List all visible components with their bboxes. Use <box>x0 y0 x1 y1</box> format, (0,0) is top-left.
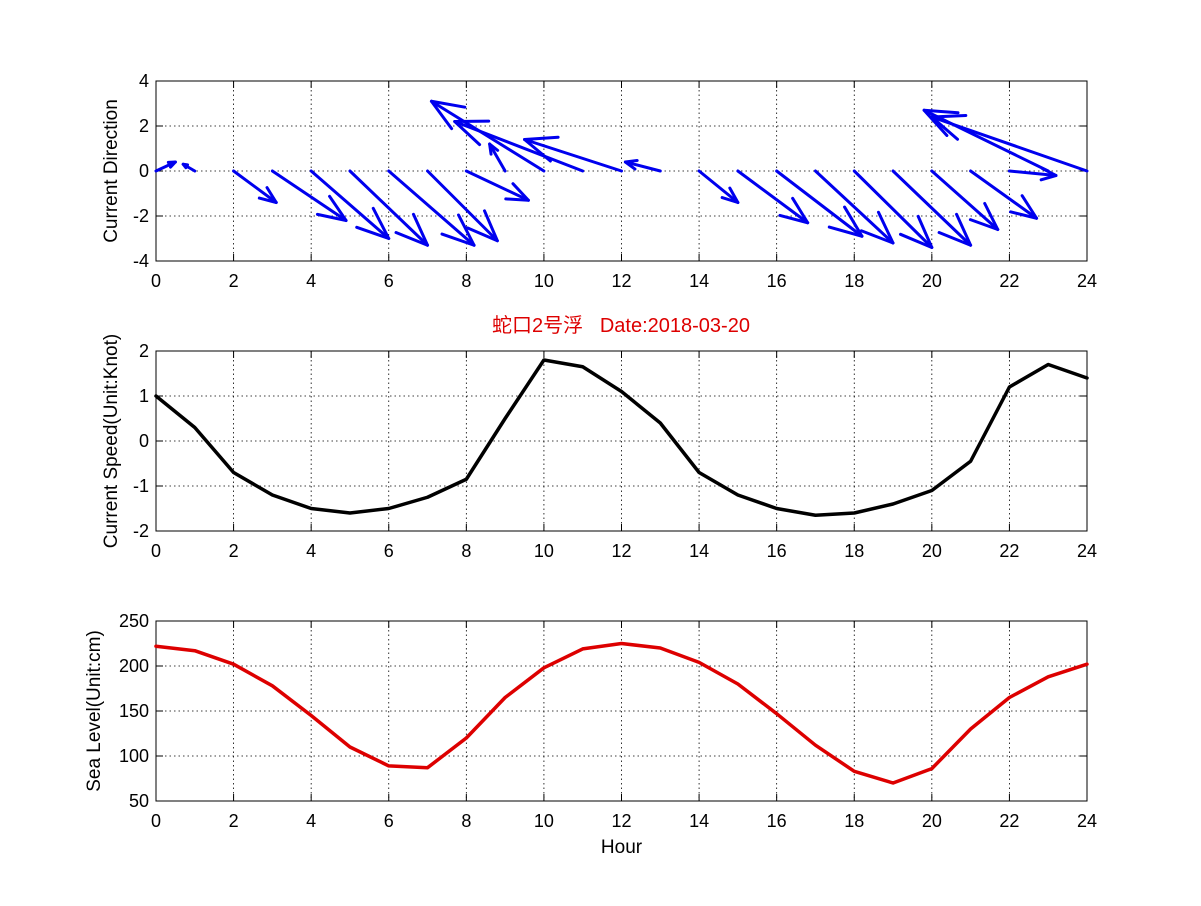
current-speed-y-tick-label: 0 <box>139 431 149 451</box>
sea-level-x-tick-label: 14 <box>689 811 709 831</box>
current-speed-x-tick-label: 6 <box>384 541 394 561</box>
current-direction-y-axis-label: Current Direction <box>101 99 122 243</box>
sea-level-x-tick-label: 8 <box>461 811 471 831</box>
current-speed-x-tick-label: 24 <box>1077 541 1097 561</box>
current-direction-x-tick-label: 4 <box>306 271 316 291</box>
sea-level-y-tick-label: 50 <box>129 791 149 811</box>
current-speed-x-tick-label: 10 <box>534 541 554 561</box>
current-direction-x-tick-label: 16 <box>767 271 787 291</box>
sea-level-x-tick-label: 2 <box>229 811 239 831</box>
current-speed-y-tick-label: -2 <box>133 521 149 541</box>
sea-level-x-tick-label: 12 <box>611 811 631 831</box>
current-speed-y-tick-label: 1 <box>139 386 149 406</box>
current-speed-y-tick-label: -1 <box>133 476 149 496</box>
current-direction-x-tick-label: 0 <box>151 271 161 291</box>
sea-level-x-tick-label: 20 <box>922 811 942 831</box>
current-speed-x-tick-label: 2 <box>229 541 239 561</box>
sea-level-x-tick-label: 0 <box>151 811 161 831</box>
current-direction-x-tick-label: 10 <box>534 271 554 291</box>
current-direction-y-tick-label: -2 <box>133 206 149 226</box>
current-speed-x-tick-label: 12 <box>611 541 631 561</box>
sea-level-x-tick-label: 18 <box>844 811 864 831</box>
current-speed-x-tick-label: 18 <box>844 541 864 561</box>
current-direction-x-tick-label: 14 <box>689 271 709 291</box>
current-speed-x-tick-label: 8 <box>461 541 471 561</box>
current-speed-x-tick-label: 20 <box>922 541 942 561</box>
current-speed-x-tick-label: 4 <box>306 541 316 561</box>
figure-title: 蛇口2号浮 Date:2018-03-20 <box>492 314 750 337</box>
current-speed-x-tick-label: 14 <box>689 541 709 561</box>
sea-level-x-tick-label: 10 <box>534 811 554 831</box>
sea-level-x-tick-label: 6 <box>384 811 394 831</box>
current-direction-x-tick-label: 22 <box>999 271 1019 291</box>
current-speed-x-tick-label: 0 <box>151 541 161 561</box>
current-direction-x-tick-label: 12 <box>611 271 631 291</box>
sea-level-x-tick-label: 16 <box>767 811 787 831</box>
sea-level-y-tick-label: 200 <box>119 656 149 676</box>
current-direction-x-tick-label: 6 <box>384 271 394 291</box>
sea-level-y-axis-label: Sea Level(Unit:cm) <box>84 630 105 792</box>
sea-level-x-tick-label: 24 <box>1077 811 1097 831</box>
current-speed-x-tick-label: 22 <box>999 541 1019 561</box>
current-speed-y-tick-label: 2 <box>139 341 149 361</box>
sea-level-y-tick-label: 150 <box>119 701 149 721</box>
current-speed-x-tick-label: 16 <box>767 541 787 561</box>
current-direction-y-tick-label: 0 <box>139 161 149 181</box>
current-direction-x-tick-label: 24 <box>1077 271 1097 291</box>
current-direction-y-tick-label: -4 <box>133 251 149 271</box>
current-direction-x-tick-label: 20 <box>922 271 942 291</box>
current-direction-y-tick-label: 2 <box>139 116 149 136</box>
current-direction-x-tick-label: 18 <box>844 271 864 291</box>
current-direction-arrow-head <box>183 164 187 167</box>
current-direction-x-tick-label: 2 <box>229 271 239 291</box>
current-direction-x-tick-label: 8 <box>461 271 471 291</box>
sea-level-x-tick-label: 22 <box>999 811 1019 831</box>
sea-level-y-tick-label: 250 <box>119 611 149 631</box>
current-direction-y-tick-label: 4 <box>139 71 149 91</box>
sea-level-x-tick-label: 4 <box>306 811 316 831</box>
sea-level-x-axis-label: Hour <box>601 837 643 858</box>
current-speed-y-axis-label: Current Speed(Unit:Knot) <box>101 334 122 548</box>
sea-level-y-tick-label: 100 <box>119 746 149 766</box>
